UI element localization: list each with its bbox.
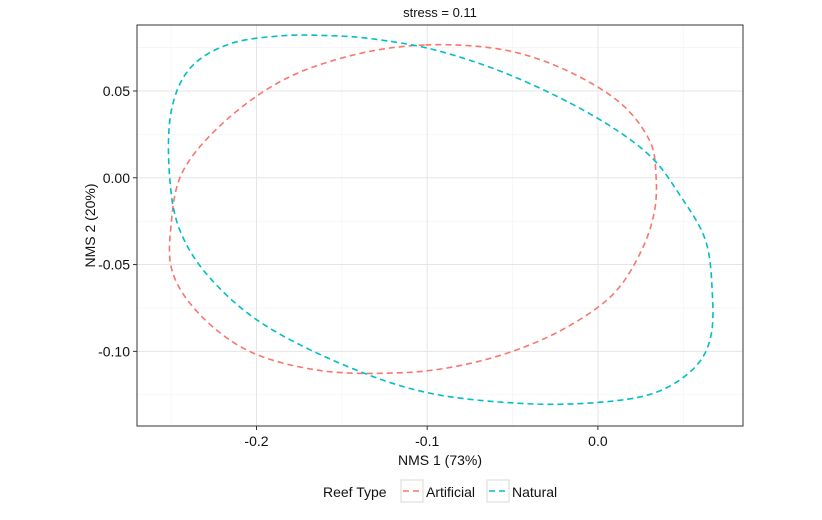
legend-items: Artificial Natural <box>400 479 557 503</box>
x-tick-label: -0.1 <box>415 433 439 449</box>
grid-layer <box>137 25 743 426</box>
plot-panel-border <box>136 24 744 427</box>
ellipse-artificial <box>168 43 658 375</box>
y-tick-label: -0.05 <box>98 257 130 273</box>
legend: Reef Type Artificial Natural <box>323 479 557 503</box>
legend-label: Artificial <box>426 484 475 500</box>
x-tick-label: -0.2 <box>244 433 268 449</box>
x-axis-title: NMS 1 (73%) <box>398 452 482 468</box>
chart-title: stress = 0.11 <box>403 5 477 20</box>
y-tick-label: 0.05 <box>103 83 130 99</box>
y-tick-label: 0.00 <box>103 170 130 186</box>
y-tick-label: -0.10 <box>98 343 130 359</box>
axis-layer: -0.2 -0.1 0.0 0.05 0.00 -0.05 -0.10 <box>98 83 608 449</box>
legend-key-box <box>400 479 424 503</box>
legend-label: Natural <box>512 484 557 500</box>
legend-key-box <box>486 479 510 503</box>
ellipse-natural <box>167 34 714 406</box>
y-axis-title: NMS 2 (20%) <box>82 183 98 267</box>
legend-title: Reef Type <box>323 484 387 500</box>
ellipse-layer <box>167 34 714 406</box>
x-tick-label: 0.0 <box>588 433 608 449</box>
